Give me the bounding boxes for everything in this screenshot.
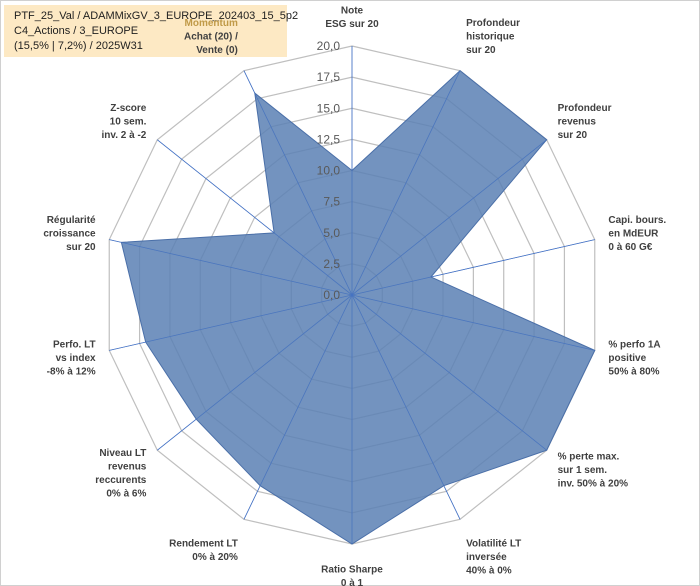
axis-label-line: 50% à 80% [608, 366, 659, 377]
axis-label-line: Profondeur [558, 103, 612, 114]
axis-label-5: % perfo 1A positive 50% à 80% [608, 339, 660, 377]
axis-label-line: Ratio Sharpe [321, 565, 383, 576]
axis-label-7: Volatilité LT inversée 40% à 0% [466, 538, 521, 576]
axis-label-line: 0% à 20% [192, 552, 238, 563]
axis-label-line: croissance [43, 229, 96, 240]
radar-spoke-overlay [157, 294, 353, 451]
axis-label-13: Z-score 10 sem. inv. 2 à -2 [102, 103, 147, 141]
axis-label-14: Momentum Achat (20) / Vente (0) [184, 18, 238, 56]
radar-axis-labels: Note ESG sur 20 Profondeur historique sur 20… [43, 6, 666, 586]
axis-label-line: ESG sur 20 [325, 19, 379, 30]
radar-spoke-overlay [351, 294, 595, 351]
radar-spoke-overlay [351, 294, 461, 520]
radar-tick-labels: 0,0 2,5 5,0 7,5 10,0 12,5 15,0 17,5 20,0 [317, 39, 341, 302]
axis-label-line: en MdEUR [608, 229, 659, 240]
axis-label-line: Rendement LT [169, 538, 238, 549]
tick-label: 10,0 [317, 164, 341, 178]
chart-header: PTF_25_Val / ADAMMixGV_3_EUROPE_202403_1… [4, 5, 298, 57]
axis-label-line: % perte max. [558, 451, 620, 462]
axis-label-line: Profondeur [466, 18, 520, 29]
axis-label-line: Capi. bours. [608, 215, 666, 226]
axis-label-1: Note ESG sur 20 [325, 6, 379, 31]
axis-label-line: inv. 50% à 20% [558, 478, 629, 489]
axis-label-line: Vente (0) [196, 45, 238, 56]
header-portfolio-line: PTF_25_Val / ADAMMixGV_3_EUROPE_202403_1… [14, 10, 299, 22]
axis-label-line: -8% à 12% [47, 366, 96, 377]
axis-label-line: Momentum [185, 18, 238, 29]
axis-label-3: Profondeur revenus sur 20 [558, 103, 612, 141]
tick-label: 12,5 [317, 132, 341, 146]
header-category-line: C4_Actions / 3_EUROPE [14, 25, 139, 37]
axis-label-line: Niveau LT [99, 448, 146, 459]
axis-label-line: 0 à 1 [341, 578, 364, 586]
axis-label-2: Profondeur historique sur 20 [466, 18, 520, 56]
tick-label: 17,5 [317, 70, 341, 84]
tick-label: 2,5 [323, 257, 340, 271]
axis-label-9: Rendement LT 0% à 20% [169, 538, 238, 563]
axis-label-line: 10 sem. [110, 117, 147, 128]
header-stats-line: (15,5% | 7,2%) / 2025W31 [14, 40, 143, 52]
axis-label-line: Volatilité LT [466, 538, 521, 549]
axis-label-10: Niveau LT revenus reccurents 0% à 6% [95, 448, 147, 500]
axis-label-4: Capi. bours. en MdEUR 0 à 60 G€ [608, 215, 666, 253]
radar-spoke-overlay [243, 294, 353, 520]
radar-spoke-overlay [351, 294, 547, 451]
radar-spoke-overlay [109, 239, 353, 296]
radar-series [109, 46, 596, 545]
axis-label-line: revenus [558, 117, 597, 128]
axis-label-line: Achat (20) / [184, 32, 238, 43]
axis-label-line: positive [608, 353, 646, 364]
axis-label-line: Régularité [47, 215, 96, 226]
axis-label-line: 40% à 0% [466, 565, 512, 576]
axis-label-line: historique [466, 32, 515, 43]
radar-spoke-overlay [351, 70, 461, 296]
tick-label: 15,0 [317, 101, 341, 115]
axis-label-line: sur 20 [558, 130, 588, 141]
axis-label-line: 0 à 60 G€ [608, 242, 652, 253]
axis-label-line: % perfo 1A [608, 339, 660, 350]
axis-label-line: Z-score [110, 103, 147, 114]
axis-label-line: sur 20 [66, 242, 96, 253]
axis-label-line: inv. 2 à -2 [102, 130, 147, 141]
radar-spoke-overlay [157, 139, 353, 296]
tick-label: 5,0 [323, 226, 340, 240]
radar-spoke-overlay [109, 294, 353, 351]
axis-label-line: inversée [466, 552, 507, 563]
axis-label-line: revenus [108, 461, 147, 472]
axis-label-line: vs index [56, 353, 96, 364]
axis-label-line: sur 20 [466, 45, 496, 56]
axis-label-line: reccurents [95, 475, 147, 486]
axis-label-11: Perfo. LT vs index -8% à 12% [47, 339, 96, 377]
tick-label: 7,5 [323, 195, 340, 209]
axis-label-12: Régularité croissance sur 20 [43, 215, 96, 253]
axis-label-line: Perfo. LT [53, 339, 96, 350]
axis-label-6: % perte max. sur 1 sem. inv. 50% à 20% [558, 451, 629, 489]
axis-label-line: 0% à 6% [106, 488, 146, 499]
radar-spoke-overlay [351, 139, 547, 296]
radar-spoke-overlay [243, 70, 353, 296]
tick-label: 0,0 [323, 288, 340, 302]
tick-label: 20,0 [317, 39, 341, 53]
radar-spoke-overlay [351, 239, 595, 296]
axis-label-line: sur 1 sem. [558, 465, 608, 476]
axis-label-8: Ratio Sharpe 0 à 1 [321, 565, 383, 586]
axis-label-line: Note [341, 6, 364, 17]
